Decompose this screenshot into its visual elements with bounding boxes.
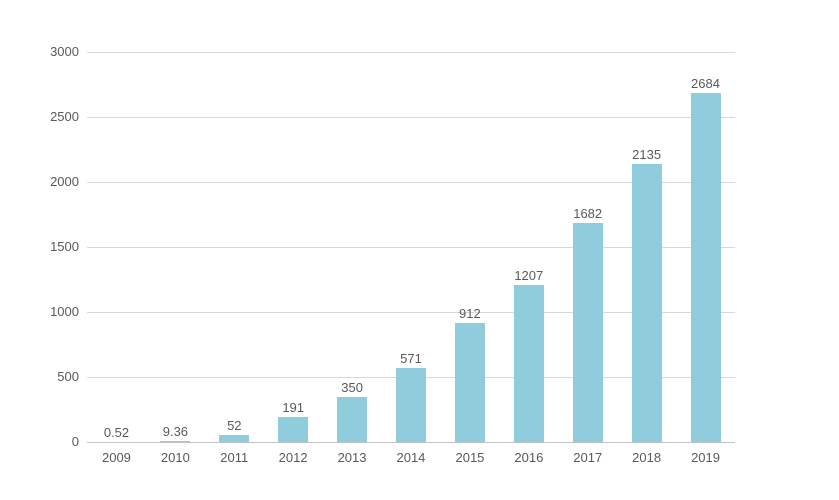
bar-2010 — [160, 440, 191, 442]
x-tick-label: 2019 — [691, 450, 720, 465]
x-tick-label: 2011 — [220, 450, 249, 465]
y-tick-label: 1500 — [50, 239, 79, 254]
bar-value-label: 2135 — [632, 147, 662, 163]
bar-value-label: 191 — [282, 400, 305, 416]
bar-2015 — [454, 323, 485, 442]
bar-2017 — [572, 223, 603, 442]
bar-value-label: 912 — [459, 306, 481, 322]
bar-2013 — [337, 396, 368, 442]
x-tick-label: 2016 — [514, 450, 544, 465]
x-tick-label: 2015 — [455, 450, 485, 465]
y-tick-label: 0 — [71, 434, 79, 449]
bar-value-label: 1207 — [514, 268, 544, 284]
x-axis-line — [87, 442, 735, 443]
gridline — [87, 247, 735, 248]
x-tick-label: 2018 — [632, 450, 662, 465]
bar-2016 — [513, 285, 544, 442]
y-tick-label: 3000 — [50, 44, 79, 59]
x-tick-label: 2012 — [278, 450, 308, 465]
x-tick-label: 2017 — [573, 450, 603, 465]
gridline — [87, 52, 735, 53]
bar-2011 — [219, 435, 250, 442]
bar-2019 — [690, 93, 721, 442]
bar-value-label: 571 — [400, 350, 422, 366]
bar-2018 — [631, 164, 662, 442]
x-tick-label: 2014 — [396, 450, 426, 465]
gridline — [87, 117, 735, 118]
bar-2012 — [278, 417, 309, 442]
y-tick-label: 500 — [57, 369, 79, 384]
bar-value-label: 52 — [227, 418, 242, 434]
x-tick-label: 2010 — [160, 450, 190, 465]
y-tick-label: 2000 — [50, 174, 79, 189]
y-tick-label: 2500 — [50, 109, 79, 124]
gridline — [87, 182, 735, 183]
bar-value-label: 9.36 — [162, 423, 189, 439]
bar-value-label: 2684 — [691, 76, 720, 92]
bar-value-label: 0.52 — [103, 424, 130, 440]
bar-value-label: 350 — [341, 379, 363, 395]
bar-value-label: 1682 — [573, 206, 603, 222]
y-tick-label: 1000 — [50, 304, 79, 319]
gridline — [87, 312, 735, 313]
bar-2014 — [396, 367, 426, 442]
x-tick-label: 2013 — [337, 450, 367, 465]
x-tick-label: 2009 — [101, 450, 131, 465]
